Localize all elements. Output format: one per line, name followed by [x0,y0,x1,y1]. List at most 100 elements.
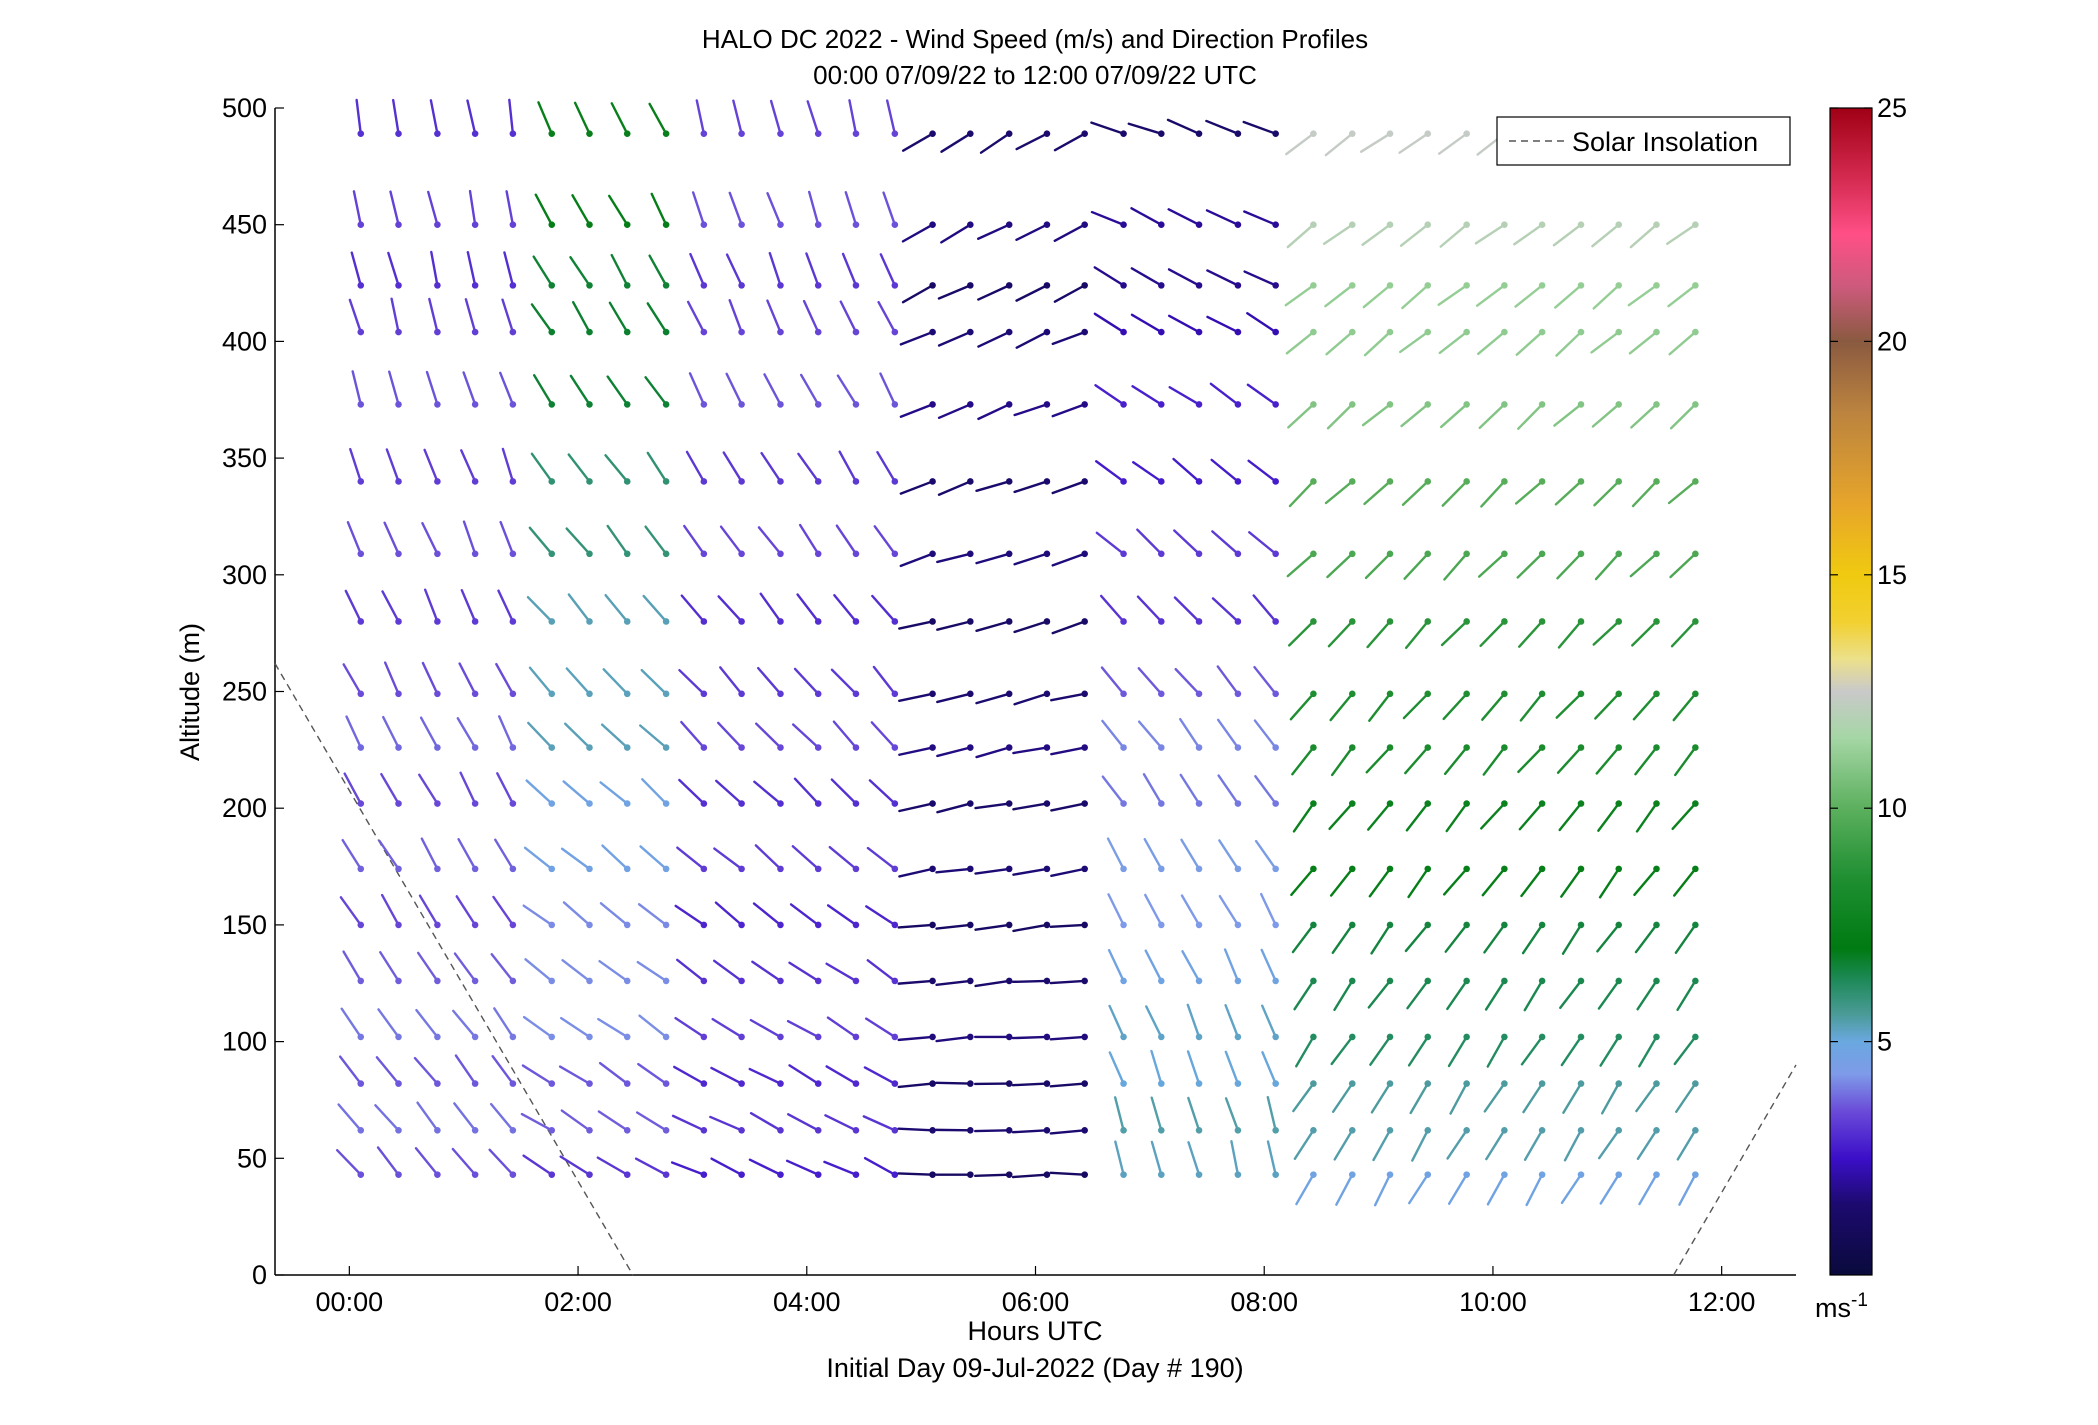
wind-barb-shaft [1144,893,1163,927]
wind-barb [641,778,670,807]
wind-barb [462,520,479,558]
wind-barb [1324,282,1356,308]
wind-barb-base [623,1126,631,1134]
wind-barb-base [967,401,974,408]
wind-barb-shaft [462,371,477,406]
wind-barb-base [1538,1171,1546,1178]
wind-barb-base [1157,1080,1165,1087]
wind-barb [1012,865,1051,876]
wind-barb-shaft [670,1161,706,1176]
wind-barb-shaft [975,552,1011,565]
wind-barb-base [1310,921,1317,929]
wind-barb [387,251,402,289]
wind-barb-base [1577,618,1585,625]
wind-barb-shaft [1012,923,1049,933]
wind-barb [1291,921,1317,954]
wind-barb [879,372,899,408]
wind-barb-base [1310,1033,1317,1041]
wind-barb-shaft [757,526,782,555]
wind-barb [1051,328,1088,346]
wind-barb [1051,401,1088,418]
wind-barb [415,1008,441,1041]
wind-barb [754,844,784,873]
wind-barb [1144,949,1165,985]
wind-barb-shaft [1638,1035,1658,1068]
wind-barb-base [700,401,708,408]
wind-barb [390,297,402,336]
wind-barb [567,453,593,485]
wind-barb [1224,1004,1242,1041]
wind-barb-base [814,800,822,807]
wind-barb-base [471,865,479,873]
wind-barb-shaft [491,1055,515,1085]
wind-barb-shaft [1167,208,1201,226]
wind-barb-shaft [763,373,782,406]
wind-barb-shaft [1406,979,1429,1010]
wind-barb-base [548,328,556,336]
wind-barb [749,1112,784,1134]
wind-barb [1242,120,1279,137]
wind-barb-base [1501,1033,1508,1041]
wind-barb-base [1157,478,1165,485]
wind-barb-base [1081,550,1088,558]
wind-barb-base [623,1033,631,1041]
wind-barb [1223,948,1242,985]
wind-barb [1515,328,1546,356]
wind-barb-shaft [1557,620,1583,649]
wind-barb-base [1120,690,1127,698]
wind-barb-shaft [1205,119,1240,135]
wind-barb-base [357,690,365,698]
wind-barb [1144,893,1165,929]
wind-barb-base [1195,478,1203,485]
wind-barb-base [1157,921,1165,929]
wind-barb-shaft [791,845,820,871]
wind-barb [1180,838,1203,873]
wind-barb [454,1054,479,1087]
wind-barb-base [1348,618,1356,625]
wind-barb-shaft [1051,480,1086,495]
wind-barb-shaft [644,376,668,406]
solar-insolation-layer [274,663,1797,1276]
wind-barb-shaft [569,374,591,406]
wind-barb-base [623,221,631,228]
wind-barb [1286,221,1317,249]
wind-barb-base [777,401,784,408]
wind-barb [1404,921,1432,953]
wind-barb-shaft [380,772,400,805]
wind-barb-shaft [1437,284,1468,306]
wind-barb-shaft [974,802,1011,810]
wind-barb-base [1120,921,1127,929]
wind-barb-base [891,401,899,408]
wind-barb-shaft [1515,330,1544,356]
wind-barb [1330,744,1356,777]
wind-barb-shaft [1398,132,1429,154]
wind-barb-base [1310,690,1317,698]
wind-barb-shaft [1291,923,1315,954]
wind-barb [866,959,899,985]
wind-barb-shaft [1372,1129,1392,1162]
wind-barb-base [1463,618,1470,625]
wind-barb-base [1120,977,1127,985]
wind-barb-base [1234,1080,1242,1087]
wind-barb [1292,1080,1317,1113]
wind-barb-shaft [462,520,477,555]
wind-barb-shaft [494,838,515,871]
wind-barb-shaft [975,620,1011,633]
wind-barb-shaft [977,223,1011,240]
wind-barb-base [1043,744,1051,751]
wind-barb [1518,618,1546,648]
wind-barb-base [967,800,974,807]
wind-barb [1013,550,1051,566]
wind-barb-base [1272,921,1279,929]
wind-barb-shaft [1599,1173,1620,1205]
wind-barb-base [434,130,441,137]
wind-barb-shaft [800,373,820,406]
wind-barb-shaft [865,905,897,927]
wind-barb [532,374,556,408]
wind-barb-shaft [530,452,553,483]
wind-barb [788,961,822,985]
wind-barb-shaft [1668,330,1697,356]
wind-barb [1333,977,1356,1012]
wind-barb-shaft [1130,207,1163,226]
